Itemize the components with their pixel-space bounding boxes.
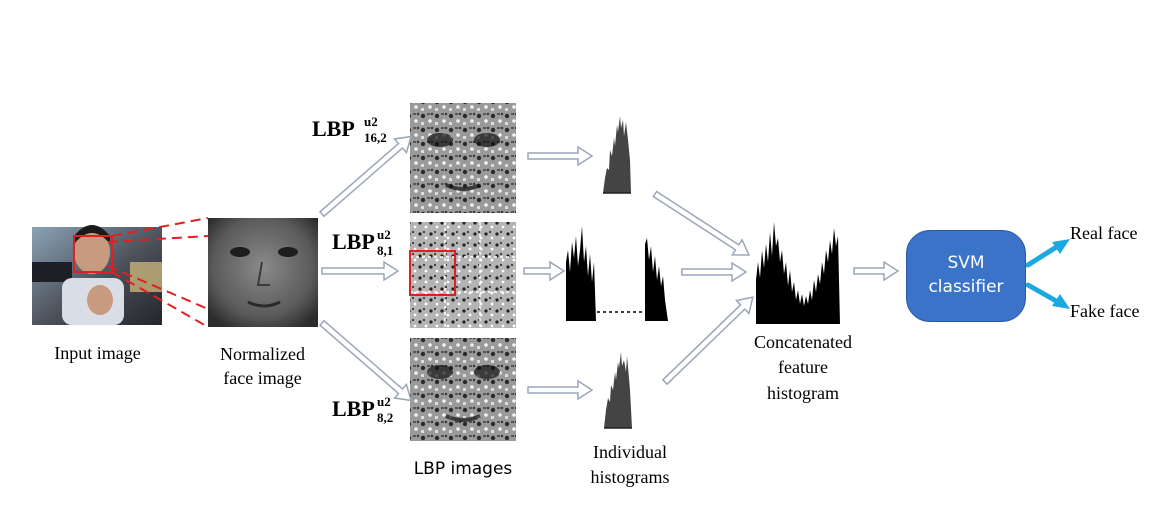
real-face-label: Real face: [1070, 223, 1138, 243]
operator-label-middle: LBP u2 8,1: [332, 227, 394, 258]
arrow-to-real-face: [1025, 243, 1061, 268]
individual-histograms-label-line1: Individual: [593, 442, 667, 462]
histogram-middle-right: [645, 238, 668, 321]
normalized-face-image: [208, 218, 318, 327]
arrow-to-fake-face: [1025, 282, 1061, 305]
arrow-head-fake-face: [1052, 294, 1070, 309]
concatenated-label-line3: histogram: [767, 383, 839, 403]
histogram-middle-left: [566, 226, 596, 321]
crop-projection-lines: [107, 217, 209, 328]
arrow-face-to-lbp-bottom: [318, 319, 413, 402]
arrow-lbp-bottom-to-hist: [527, 379, 594, 401]
lbp-image-bottom: [410, 338, 516, 441]
input-image-label: Input image: [54, 343, 141, 363]
normalized-face-label-line1: Normalized: [220, 344, 305, 364]
fake-face-label: Fake face: [1070, 301, 1140, 321]
input-image: [32, 225, 162, 325]
svm-label-line2: classifier: [928, 277, 1004, 297]
svm-classifier-box: SVM classifier: [906, 230, 1026, 322]
normalized-face-label-line2: face image: [223, 368, 302, 388]
arrow-face-to-lbp-middle: [321, 260, 400, 282]
hollow-arrows: [318, 135, 900, 402]
lbp-image-top: [410, 103, 516, 213]
arrow-hist-middle-to-concat: [681, 261, 748, 283]
arrow-hist-top-to-concat: [652, 190, 751, 256]
concatenated-histogram: [756, 222, 840, 324]
operator-label-bottom: LBP u2 8,2: [332, 394, 394, 425]
arrow-concat-to-svm: [853, 260, 900, 282]
histogram-top: [603, 116, 631, 194]
arrow-lbp-top-to-hist: [527, 145, 594, 167]
svm-label-line1: SVM: [947, 253, 985, 273]
output-arrows: [1025, 239, 1070, 309]
concatenated-label-line1: Concatenated: [754, 332, 852, 352]
histogram-bottom: [604, 352, 632, 429]
arrow-hist-bottom-to-concat: [661, 296, 754, 386]
arrow-lbp-middle-to-hist: [523, 260, 566, 282]
arrow-face-to-lbp-top: [318, 135, 413, 218]
individual-histograms-label-line2: histograms: [590, 467, 670, 487]
operator-label-top: LBP u2 16,2: [312, 114, 387, 145]
arrow-head-real-face: [1052, 239, 1070, 254]
concatenated-label-line2: feature: [778, 357, 828, 377]
lbp-images-label: LBP images: [413, 459, 513, 479]
lbp-image-middle: [409, 222, 516, 328]
